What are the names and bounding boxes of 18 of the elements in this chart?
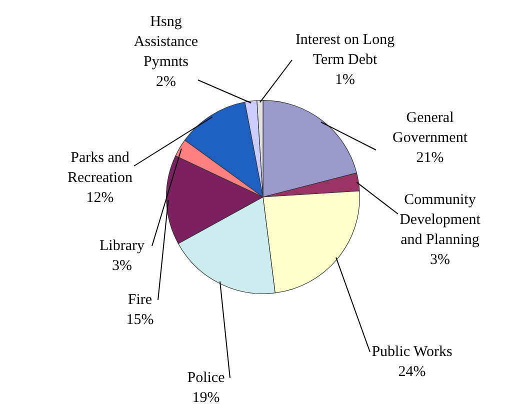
data-label: 24%: [398, 364, 426, 380]
data-label: 2%: [156, 74, 176, 90]
slice-label: General Government: [392, 110, 468, 146]
slice-label: Parks and Recreation: [68, 150, 133, 186]
data-label: 15%: [126, 312, 154, 328]
data-label: 3%: [430, 252, 450, 268]
data-label: 12%: [86, 190, 114, 206]
slice-label: Fire: [128, 292, 152, 308]
slice-label: Hsng Assistance Pymnts: [134, 14, 198, 70]
data-label: 21%: [416, 150, 444, 166]
slice-label: Police: [187, 370, 226, 386]
data-label: 1%: [335, 72, 355, 88]
slice-label: Library: [100, 238, 145, 254]
data-label: 19%: [192, 390, 220, 406]
data-label: 3%: [112, 258, 132, 274]
slice-label: Public Works: [372, 344, 452, 360]
slice-label: Interest on Long Term Debt: [295, 32, 396, 68]
slice-label: Community Development and Planning: [400, 192, 482, 248]
